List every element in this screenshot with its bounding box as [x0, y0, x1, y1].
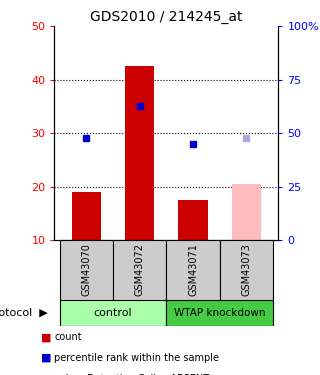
Bar: [232, 184, 261, 240]
Bar: [60, 240, 113, 300]
Text: GSM43071: GSM43071: [188, 244, 198, 296]
Bar: [220, 240, 273, 300]
Bar: [113, 240, 166, 300]
Bar: [166, 240, 220, 300]
Text: control: control: [94, 308, 132, 318]
Text: value, Detection Call = ABSENT: value, Detection Call = ABSENT: [54, 374, 210, 375]
Bar: [60, 300, 166, 326]
Bar: [72, 192, 101, 240]
Text: GSM43073: GSM43073: [241, 244, 252, 296]
Text: count: count: [54, 333, 82, 342]
Bar: [125, 66, 154, 240]
Title: GDS2010 / 214245_at: GDS2010 / 214245_at: [90, 10, 243, 24]
Text: GSM43070: GSM43070: [81, 244, 92, 296]
Bar: [179, 200, 208, 240]
Text: protocol  ▶: protocol ▶: [0, 308, 48, 318]
Text: ■: ■: [41, 333, 51, 342]
Text: ■: ■: [41, 374, 51, 375]
Text: percentile rank within the sample: percentile rank within the sample: [54, 353, 220, 363]
Text: WTAP knockdown: WTAP knockdown: [174, 308, 266, 318]
Text: ■: ■: [41, 353, 51, 363]
Text: GSM43072: GSM43072: [135, 243, 145, 297]
Bar: [166, 300, 273, 326]
